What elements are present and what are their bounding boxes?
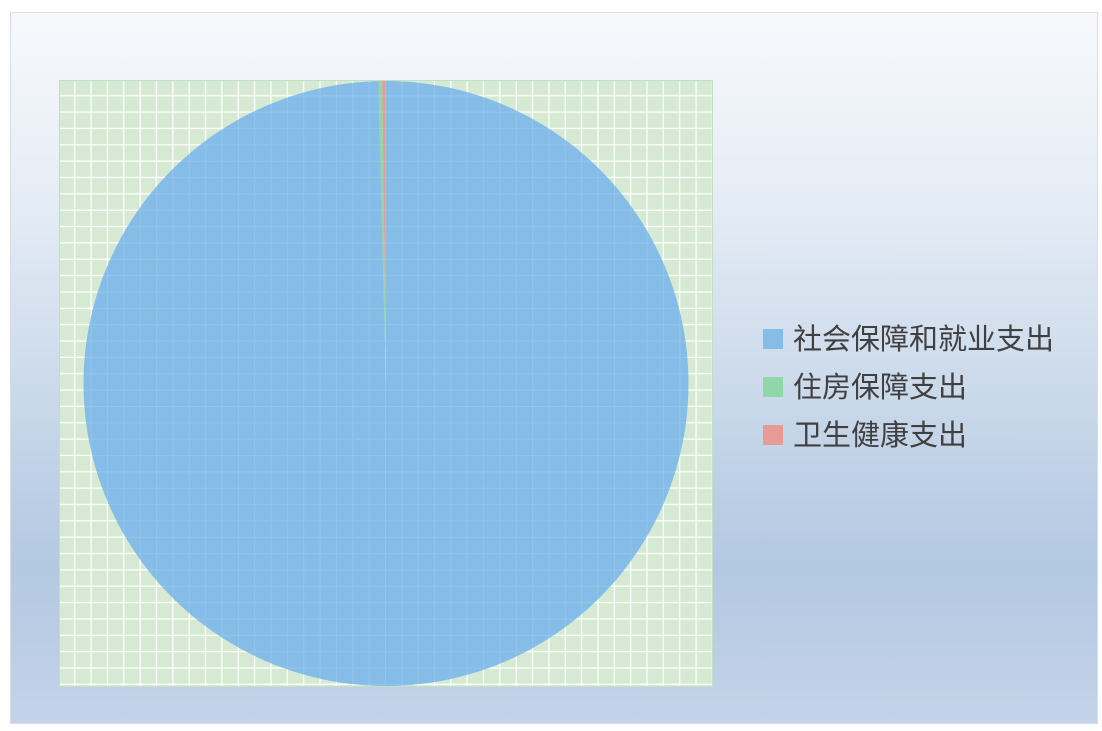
legend-item-social-security: 社会保障和就业支出 <box>763 315 1054 363</box>
pie-chart <box>59 80 713 687</box>
legend-label: 卫生健康支出 <box>793 417 968 452</box>
legend-swatch <box>763 377 783 397</box>
plot-area <box>59 80 713 687</box>
legend-label: 住房保障支出 <box>793 369 968 404</box>
legend: 社会保障和就业支出 住房保障支出 卫生健康支出 <box>763 315 1054 459</box>
legend-item-health: 卫生健康支出 <box>763 411 1054 459</box>
legend-item-housing: 住房保障支出 <box>763 363 1054 411</box>
chart-frame: 社会保障和就业支出 住房保障支出 卫生健康支出 <box>10 12 1098 724</box>
legend-swatch <box>763 425 783 445</box>
legend-label: 社会保障和就业支出 <box>793 321 1055 356</box>
legend-swatch <box>763 329 783 349</box>
